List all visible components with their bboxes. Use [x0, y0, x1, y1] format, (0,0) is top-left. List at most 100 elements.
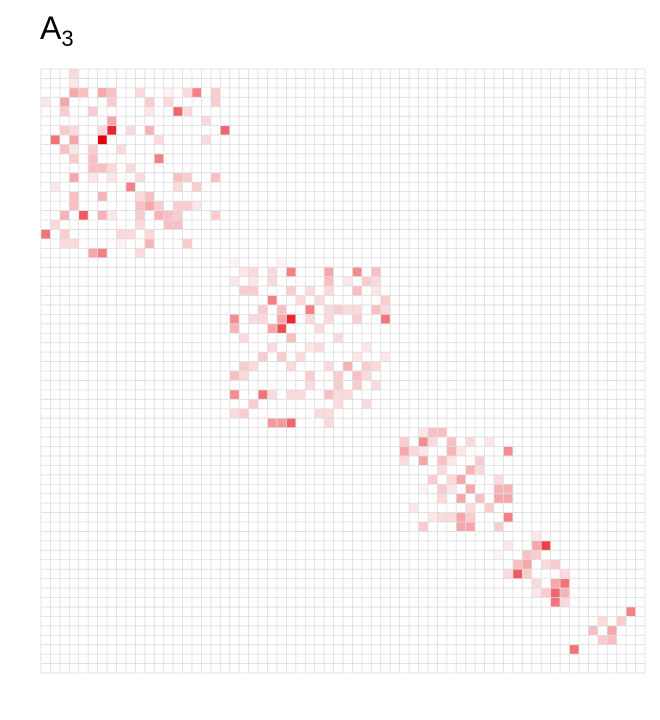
heatmap-cell: [607, 635, 617, 645]
heatmap-cell: [380, 314, 391, 324]
heatmap-cell: [305, 371, 315, 381]
heatmap-cell: [550, 597, 561, 607]
heatmap-cell: [97, 163, 108, 173]
heatmap-cell: [258, 352, 268, 362]
heatmap-cell: [333, 333, 343, 343]
heatmap-cell: [456, 474, 466, 485]
heatmap-cell: [352, 314, 362, 324]
heatmap-cell: [409, 446, 419, 456]
heatmap-cell: [276, 314, 287, 324]
heatmap-cell: [182, 201, 192, 211]
heatmap-cell: [107, 163, 117, 173]
heatmap-cell: [69, 87, 79, 98]
heatmap-cell: [267, 418, 277, 428]
heatmap-cell: [456, 512, 466, 522]
heatmap-cell: [418, 437, 428, 447]
heatmap-cell: [248, 361, 259, 371]
heatmap-cell: [135, 87, 145, 98]
chart-title: A3: [40, 10, 74, 52]
heatmap-cell: [59, 106, 70, 117]
heatmap-cell: [371, 361, 381, 371]
heatmap-cell: [494, 474, 504, 485]
heatmap-cell: [333, 389, 343, 400]
heatmap-cell: [324, 267, 334, 277]
heatmap-cell: [78, 210, 89, 220]
heatmap-cell: [107, 97, 117, 107]
heatmap-cell: [69, 135, 79, 145]
heatmap-cell: [276, 257, 287, 268]
heatmap-cell: [144, 191, 155, 202]
heatmap-cell: [314, 342, 325, 353]
heatmap-cell: [267, 267, 277, 277]
heatmap-cell: [361, 399, 372, 409]
heatmap-cell: [59, 229, 70, 239]
heatmap-cell: [144, 97, 155, 107]
heatmap-cell: [324, 361, 334, 371]
heatmap-cell: [446, 474, 457, 485]
heatmap-cell: [229, 408, 240, 419]
heatmap-cell: [69, 144, 79, 154]
heatmap-cell: [371, 267, 381, 277]
heatmap-cell: [531, 578, 542, 589]
heatmap-cell: [446, 455, 457, 466]
heatmap-cell: [116, 229, 126, 239]
heatmap-cell: [361, 371, 372, 381]
heatmap-cell: [97, 87, 108, 98]
heatmap-cell: [144, 125, 155, 136]
heatmap-cell: [229, 371, 240, 381]
heatmap-cell: [512, 559, 523, 570]
heatmap-cell: [437, 512, 447, 522]
heatmap-cell: [626, 606, 636, 617]
heatmap-cell: [267, 323, 277, 334]
heatmap-cell: [173, 172, 183, 183]
heatmap-cell: [163, 210, 174, 220]
heatmap-cell: [333, 380, 343, 390]
heatmap-cell: [239, 408, 249, 419]
heatmap-cell: [456, 446, 466, 456]
heatmap-cell: [154, 201, 164, 211]
heatmap-cell: [69, 172, 79, 183]
heatmap-cell: [550, 588, 561, 598]
heatmap-cell: [163, 87, 174, 98]
heatmap-cell: [97, 248, 108, 258]
heatmap-cell: [456, 493, 466, 504]
heatmap-cell: [352, 304, 362, 315]
heatmap-cell: [248, 314, 259, 324]
heatmap-cell: [437, 465, 447, 475]
heatmap-cell: [248, 276, 259, 287]
heatmap-cell: [541, 540, 551, 551]
heatmap-cell: [88, 172, 98, 183]
heatmap-cell: [69, 69, 79, 79]
heatmap-cell: [418, 446, 428, 456]
heatmap-cell: [88, 248, 98, 258]
heatmap-cell: [88, 144, 98, 154]
heatmap-cell: [343, 361, 353, 371]
heatmap-cell: [409, 503, 419, 513]
heatmap-cell: [324, 286, 334, 296]
heatmap-cell: [276, 304, 287, 315]
heatmap-cell: [494, 484, 504, 494]
heatmap-cell: [135, 172, 145, 183]
heatmap-cell: [182, 87, 192, 98]
heatmap-cell: [173, 201, 183, 211]
heatmap-cell: [107, 172, 117, 183]
heatmap-cell: [97, 191, 108, 202]
heatmap-cell: [107, 210, 117, 220]
heatmap-cell: [286, 314, 296, 324]
heatmap-cell: [116, 144, 126, 154]
heatmap-cell: [446, 512, 457, 522]
heatmap-cell: [107, 125, 117, 136]
heatmap-cell: [163, 97, 174, 107]
heatmap-cell: [371, 304, 381, 315]
heatmap-cell: [192, 201, 202, 211]
heatmap-cell: [503, 569, 513, 579]
heatmap-cell: [324, 304, 334, 315]
heatmap-cell: [560, 588, 570, 598]
heatmap-cell: [182, 238, 192, 249]
heatmap-cell: [418, 484, 428, 494]
heatmap-cell: [465, 484, 476, 494]
heatmap-cell: [494, 493, 504, 504]
heatmap-cell: [286, 267, 296, 277]
heatmap-cell: [522, 550, 532, 560]
heatmap-cell: [173, 210, 183, 220]
